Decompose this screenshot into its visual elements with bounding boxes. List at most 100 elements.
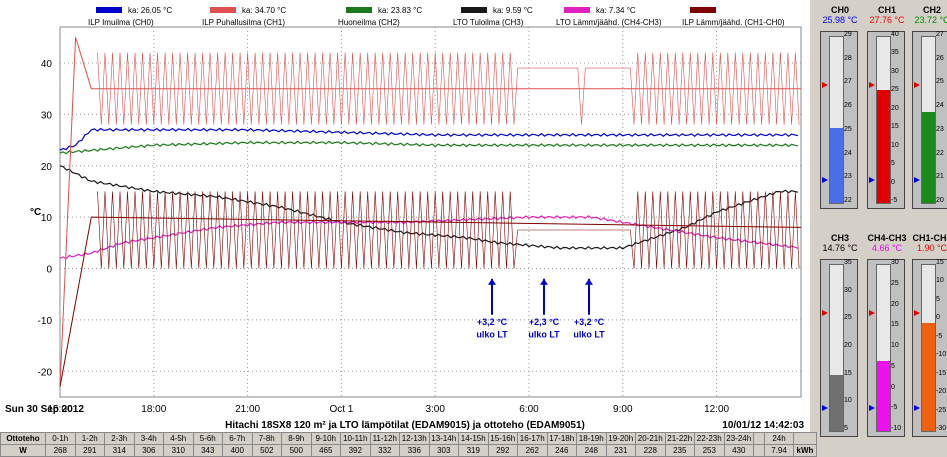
date-left: Sun 30 Sep 2012 [5, 404, 84, 415]
hour-header: 23-24h [723, 432, 754, 445]
legend-label: Huoneilma (CH2) [338, 18, 400, 27]
hour-header: 4-5h [163, 432, 194, 445]
gauge-tick-label: 30 [891, 259, 899, 266]
hour-value: 248 [576, 444, 607, 457]
chart: ka: 26.05 °C ILP Imuilma (CH0) ka: 34.70 °… [0, 0, 810, 432]
hour-value: 465 [310, 444, 341, 457]
spacer [753, 432, 765, 445]
hour-header: 7-8h [251, 432, 282, 445]
annotation-text: ulko LT [476, 329, 508, 339]
gauge-value: 1.90 °C [916, 243, 947, 253]
hour-value: 502 [251, 444, 282, 457]
gauge-tick-label: -20 [936, 388, 947, 396]
gauge-tick-label: 10 [844, 397, 852, 405]
hour-header: 5-6h [192, 432, 223, 445]
gauge-tick-label: 22 [844, 197, 852, 204]
gauge-tick-label: 30 [891, 67, 899, 75]
gauge-tick-label: 5 [844, 425, 848, 432]
gauge-tick-label: -5 [936, 332, 943, 340]
legend-label: LTO Lämm/jäähd. (CH4-CH3) [556, 18, 662, 27]
hour-header: 8-9h [281, 432, 312, 445]
hour-header: 17-18h [546, 432, 577, 445]
hour-value: 253 [694, 444, 725, 457]
y-axis-label: °C [30, 207, 41, 218]
gauge-ch3: CH3 14.76 °C 35 30 25 20 15 10 5 [818, 233, 862, 437]
power-table: Ottoteho 0-1h 1-2h 2-3h 3-4h 4-5h 5-6h 6-7h 7-8h… [0, 432, 817, 457]
gauge-tick-label: 35 [891, 49, 899, 57]
gauge-fill [877, 90, 890, 203]
y-tick-label: 30 [41, 110, 53, 121]
gauge-tick-label: 0 [891, 178, 895, 186]
legend-avg: ka: 23.83 °C [378, 6, 422, 15]
hour-value: 319 [458, 444, 489, 457]
gauge-tick-label: 23 [936, 125, 944, 133]
hour-header: 22-23h [694, 432, 725, 445]
hour-header: 10-11h [340, 432, 371, 445]
min-marker-icon [869, 177, 875, 184]
hour-value: 235 [664, 444, 695, 457]
arrow-head-icon [540, 278, 548, 285]
hour-header: 9-10h [310, 432, 341, 445]
gauge-tick-label: 25 [936, 78, 944, 86]
gauge-value: 4.66 °C [871, 243, 903, 253]
gauge-tick-label: -10 [891, 425, 902, 432]
gauge-fill [922, 111, 935, 203]
y-tick-label: 20 [41, 162, 53, 173]
hour-header: 1-2h [74, 432, 105, 445]
gauge-tick-label: 28 [844, 54, 852, 62]
gauge-tick-label: -30 [936, 425, 947, 432]
hour-header: 12-13h [399, 432, 430, 445]
max-marker-icon [822, 82, 828, 89]
hour-header: 18-19h [576, 432, 607, 445]
legend-avg: ka: 26.05 °C [128, 6, 172, 15]
x-tick-label: 21:00 [235, 404, 260, 415]
series-line [59, 37, 801, 387]
x-tick-label: 15:00 [47, 404, 72, 415]
gauge-tick-label: 5 [936, 295, 940, 303]
hour-value: 392 [340, 444, 371, 457]
gauge-tick-label: 20 [891, 300, 899, 308]
gauge-tick-label: -5 [891, 404, 898, 412]
gauge-frame: 35 30 25 20 15 10 5 [820, 259, 858, 437]
gauge-value: 25.98 °C [822, 15, 858, 25]
x-tick-label: 6:00 [519, 404, 539, 415]
gauge-tick-label: 27 [844, 78, 852, 86]
gauge-tick-label: 15 [844, 369, 852, 377]
row-label: W [0, 444, 46, 457]
gauge-frame: 40 35 30 25 20 15 10 5 0 -5 [867, 31, 905, 209]
gauge-tick-label: 15 [891, 123, 899, 131]
spacer [753, 444, 765, 457]
gauge-tick-label: 0 [891, 383, 895, 391]
hour-header: 11-12h [369, 432, 400, 445]
max-marker-icon [822, 310, 828, 317]
hour-value: 343 [192, 444, 223, 457]
y-tick-label: -10 [38, 316, 53, 327]
hour-value: 430 [723, 444, 754, 457]
gauge-tick-label: 10 [936, 277, 944, 285]
hour-value: 291 [74, 444, 105, 457]
gauge-tick-label: 24 [936, 102, 944, 110]
min-marker-icon [914, 405, 920, 412]
gauge-tick-label: -10 [936, 351, 947, 359]
legend-swatch [346, 7, 372, 13]
x-tick-label: 12:00 [704, 404, 729, 415]
gauge-tick-label: 40 [891, 31, 899, 38]
max-marker-icon [869, 310, 875, 317]
series-line [59, 216, 802, 387]
annotation-text: +2,3 °C [529, 317, 560, 327]
legend-label: ILP Puhallusilma (CH1) [202, 18, 285, 27]
gauge-value: 23.72 °C [914, 15, 947, 25]
min-marker-icon [822, 177, 828, 184]
gauge-tick-label: 25 [844, 314, 852, 322]
series-line [59, 127, 799, 151]
arrow-head-icon [488, 278, 496, 285]
hour-header: 6-7h [222, 432, 253, 445]
hour-value: 306 [133, 444, 164, 457]
x-tick-label: 9:00 [613, 404, 633, 415]
gauge-name: CH0 [830, 5, 849, 15]
hour-value: 500 [281, 444, 312, 457]
annotation-text: ulko LT [528, 329, 560, 339]
gauge-tube [876, 36, 891, 204]
legend-swatch [461, 7, 487, 13]
min-marker-icon [869, 405, 875, 412]
